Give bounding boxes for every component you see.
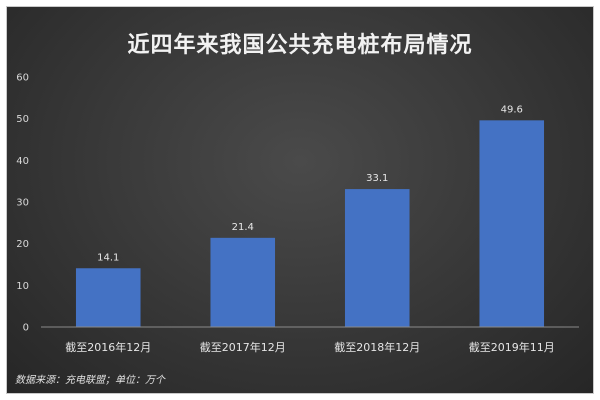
bar-value-label: 49.6 [501, 104, 523, 115]
x-category-label: 截至2017年12月 [200, 340, 286, 354]
y-tick-label: 20 [16, 239, 29, 250]
y-tick-label: 30 [16, 198, 29, 209]
x-category-label: 截至2019年11月 [469, 340, 555, 354]
chart-frame: 近四年来我国公共充电桩布局情况 0 10 20 30 40 50 60 14.1 21.4 33… [6, 6, 594, 394]
chart-title: 近四年来我国公共充电桩布局情况 [127, 33, 473, 58]
y-tick-label: 10 [16, 281, 29, 292]
bar-value-label: 14.1 [97, 252, 119, 263]
x-category-label: 截至2016年12月 [65, 340, 151, 354]
x-category-label: 截至2018年12月 [334, 340, 420, 354]
bar-value-label: 33.1 [366, 173, 388, 184]
bar [75, 268, 141, 327]
bar [210, 237, 276, 327]
x-axis: 截至2016年12月 截至2017年12月 截至2018年12月 截至2019年11月 [41, 326, 579, 354]
bar [344, 189, 410, 327]
y-tick-label: 60 [16, 73, 29, 84]
y-tick-label: 0 [23, 323, 29, 334]
source-note: 数据来源：充电联盟；单位：万个 [15, 375, 165, 386]
bars-group: 14.1 21.4 33.1 49.6 [75, 104, 545, 327]
y-axis: 0 10 20 30 40 50 60 [16, 73, 29, 334]
bar-value-label: 21.4 [232, 222, 254, 233]
bar [479, 120, 545, 327]
y-tick-label: 40 [16, 156, 29, 167]
y-tick-label: 50 [16, 114, 29, 125]
bar-chart: 0 10 20 30 40 50 60 14.1 21.4 33.1 49.6 截至2016年12… [16, 73, 579, 354]
